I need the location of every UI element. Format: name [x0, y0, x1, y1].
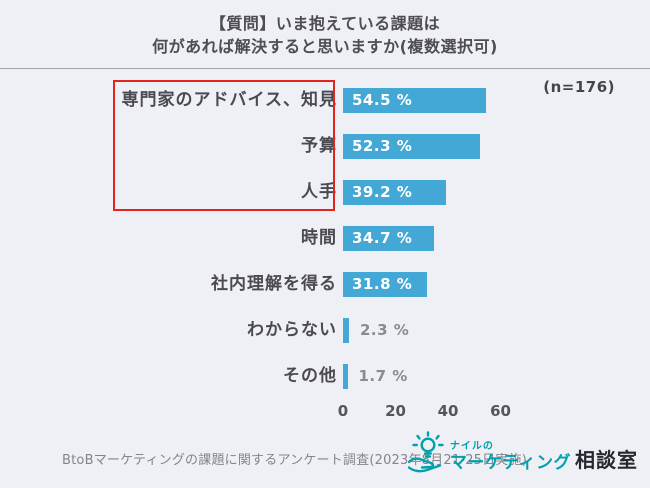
- category-label: 時間: [301, 228, 337, 248]
- chart-title-line2: 何があれば解決すると思いますか(複数選択可): [152, 37, 498, 56]
- chart-row: 時間 34.7 %: [0, 226, 650, 251]
- value-label: 39.2 %: [352, 183, 413, 201]
- brand-name-small: ナイルの: [449, 441, 494, 452]
- bar: 31.8 %: [343, 272, 427, 297]
- chart-row: 社内理解を得る 31.8 %: [0, 272, 650, 297]
- chart-header: 【質問】いま抱えている課題は 何があれば解決すると思いますか(複数選択可): [0, 0, 650, 68]
- bar: 1.7 %: [343, 364, 407, 389]
- bar: 54.5 %: [343, 88, 487, 113]
- value-label: 2.3 %: [360, 321, 410, 339]
- sample-size-label: (n=176): [543, 78, 615, 96]
- value-label: 31.8 %: [352, 275, 413, 293]
- chart-row: 人手 39.2 %: [0, 180, 650, 205]
- value-label: 34.7 %: [352, 229, 413, 247]
- value-label: 54.5 %: [352, 91, 413, 109]
- bar: 39.2 %: [343, 180, 446, 205]
- x-axis-tick: 20: [385, 402, 406, 420]
- chart-row: 予算 52.3 %: [0, 134, 650, 159]
- x-axis-tick: 60: [490, 402, 511, 420]
- source-note: BtoBマーケティングの課題に関するアンケート調査(2023年8月21-25日実…: [62, 453, 528, 468]
- value-label: 52.3 %: [352, 137, 413, 155]
- x-axis-tick: 0: [337, 402, 349, 420]
- category-label: わからない: [247, 320, 337, 340]
- category-label: 専門家のアドバイス、知見: [121, 90, 337, 110]
- x-axis-tick: 40: [437, 402, 459, 420]
- bar-chart: 専門家のアドバイス、知見 54.5 % 予算 52.3 % 人手 39.2 % …: [0, 80, 650, 425]
- chart-row: わからない 2.3 %: [0, 318, 650, 343]
- chart-row: 専門家のアドバイス、知見 54.5 %: [0, 88, 650, 113]
- chart-title-line1: 【質問】いま抱えている課題は: [209, 14, 441, 33]
- brand-name-suffix: 相談室: [575, 448, 638, 472]
- category-label: 社内理解を得る: [211, 274, 337, 294]
- category-label: その他: [283, 366, 337, 386]
- bar: 52.3 %: [343, 134, 481, 159]
- brand-text: ナイルの マーケティング: [450, 442, 571, 473]
- value-label: 1.7 %: [358, 367, 408, 385]
- bar: 34.7 %: [343, 226, 435, 251]
- bar: 2.3 %: [343, 318, 409, 343]
- header-divider: [0, 68, 650, 69]
- chart-row: その他 1.7 %: [0, 364, 650, 389]
- lightbulb-hand-icon: [407, 431, 444, 473]
- x-axis: 0 20 40 60: [0, 402, 650, 420]
- category-label: 予算: [301, 136, 337, 156]
- category-label: 人手: [301, 182, 337, 202]
- brand-logo: ナイルの マーケティング 相談室: [407, 429, 638, 473]
- brand-name-main: マーケティング: [449, 453, 571, 473]
